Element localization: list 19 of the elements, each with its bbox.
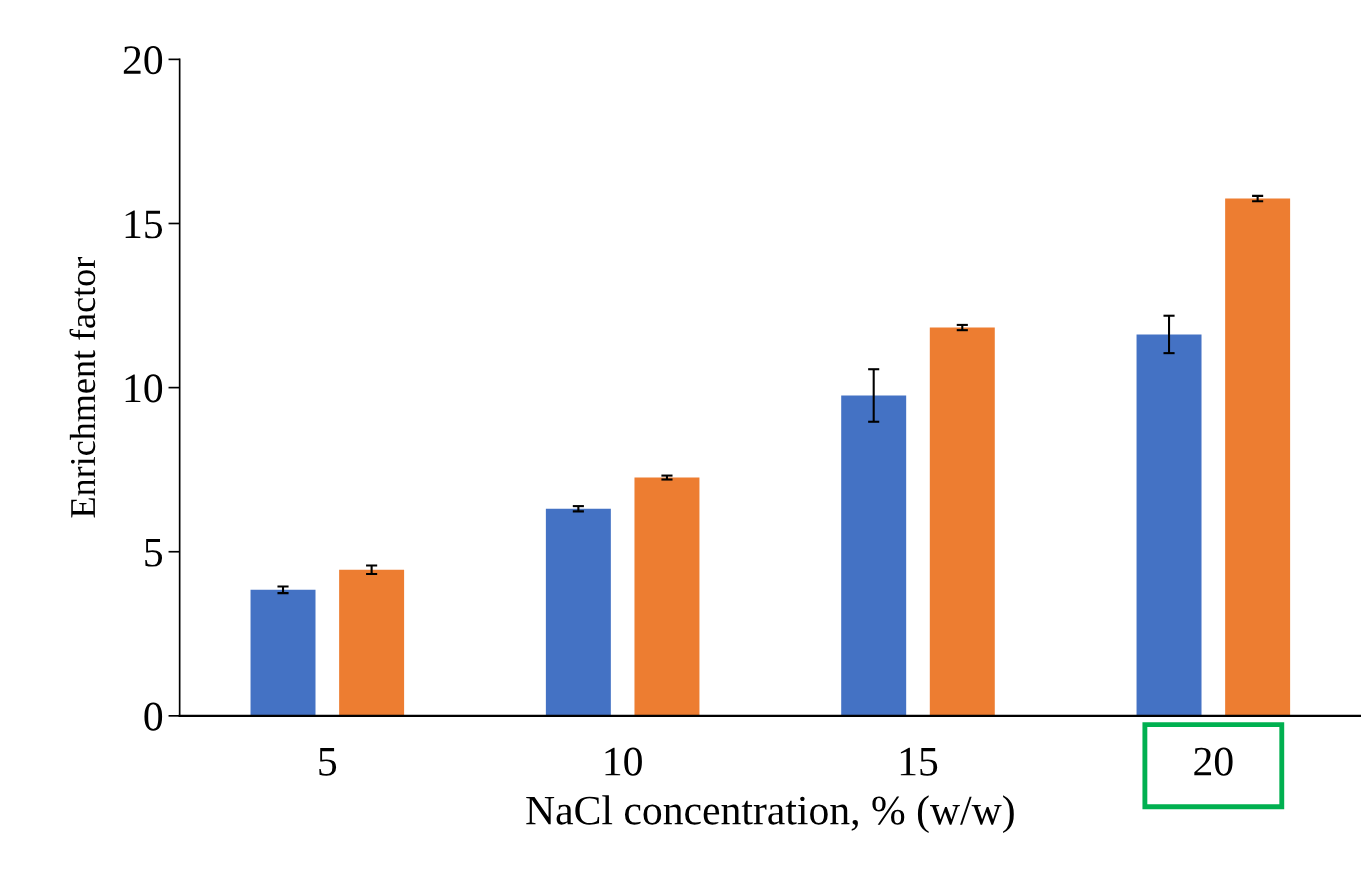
- y-axis-title: Enrichment factor: [69, 257, 96, 518]
- bar: [339, 569, 405, 716]
- x-tick-label: 10: [605, 747, 642, 776]
- x-axis-title: NaCl concentration, % (w/w): [526, 795, 1014, 834]
- y-tick-label: 10: [125, 374, 163, 403]
- bar: [929, 327, 995, 716]
- y-tick-label: 5: [145, 538, 163, 567]
- x-tick-label: 20: [1194, 747, 1233, 776]
- x-tick-label: 5: [319, 748, 337, 776]
- y-tick-label: 20: [123, 46, 163, 75]
- y-tick-label: 15: [125, 210, 163, 239]
- bar: [634, 477, 700, 716]
- x-tick-label: 15: [900, 747, 938, 776]
- y-tick-label: 0: [144, 702, 163, 731]
- bar: [1136, 334, 1202, 716]
- bar: [1225, 198, 1291, 716]
- bar: [250, 589, 316, 716]
- bar: [545, 508, 611, 716]
- bar: [841, 395, 907, 716]
